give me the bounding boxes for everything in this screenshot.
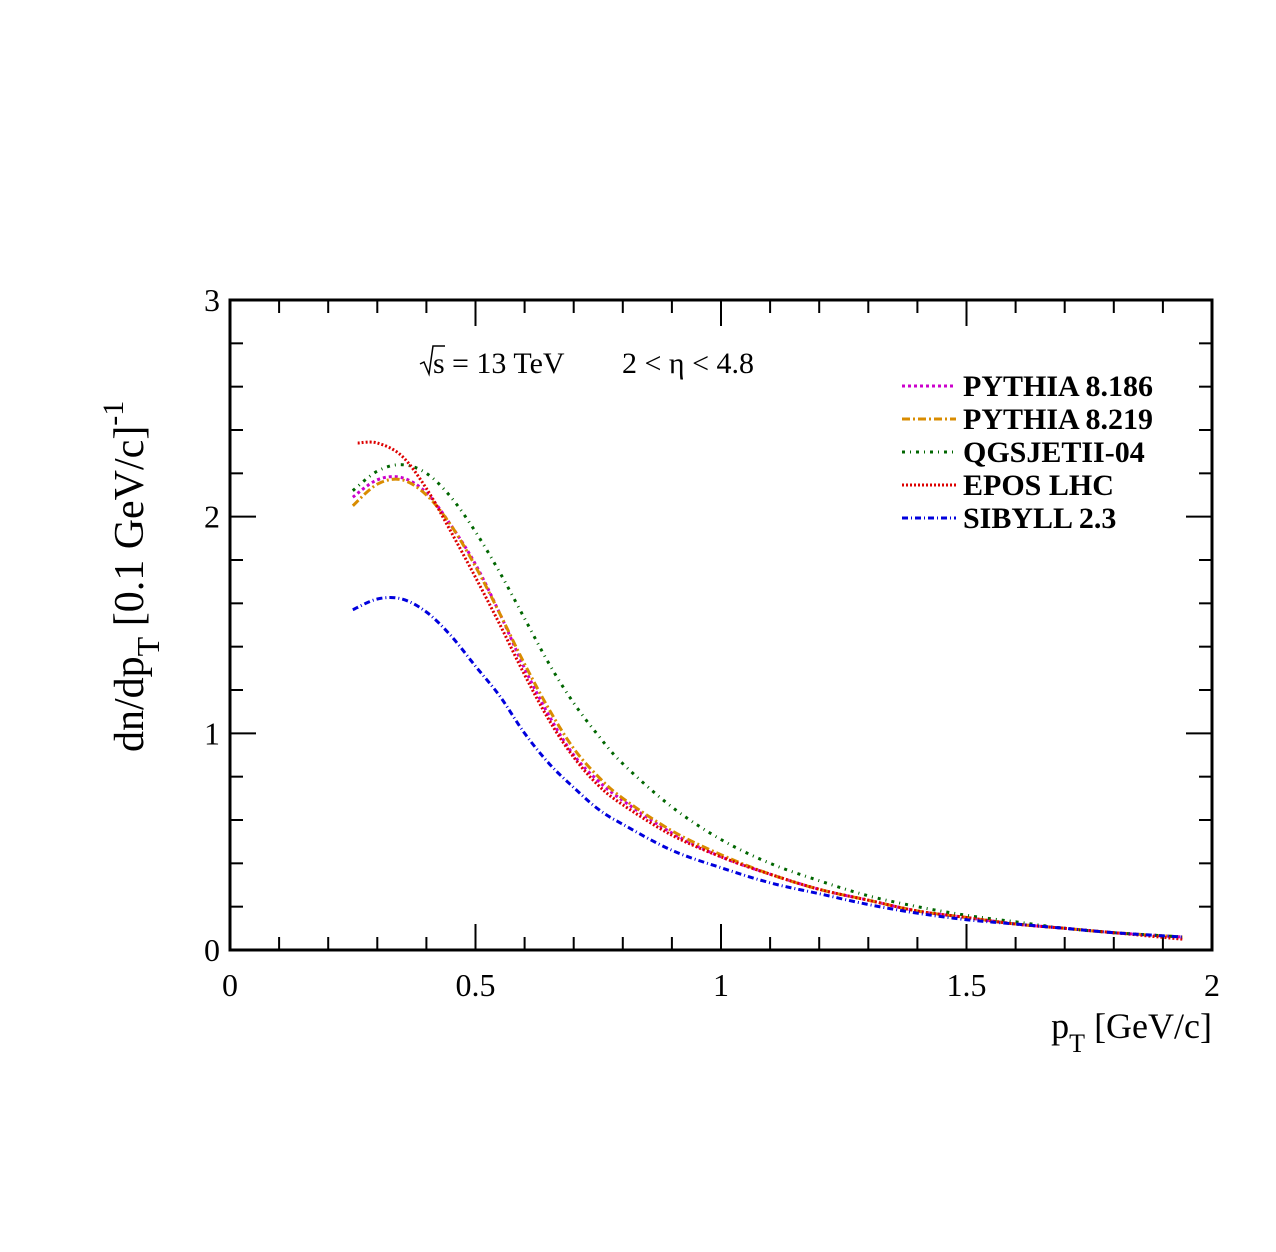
x-tick-label: 2	[1204, 967, 1220, 1003]
series-line-epos-lhc	[357, 440, 1183, 941]
energy-annotation: s = 13 TeV 2 < η < 4.8	[419, 345, 754, 380]
x-tick-label: 1.5	[947, 967, 987, 1003]
energy-label: = 13 TeV	[452, 347, 565, 380]
series-line-sibyll-2-3	[352, 596, 1183, 939]
x-axis-title: pT [GeV/c]	[1051, 1006, 1212, 1058]
legend-label-qgsjetii-04: QGSJETII-04	[963, 436, 1145, 469]
legend-label-pythia-8-186: PYTHIA 8.186	[963, 370, 1153, 403]
y-axis-title-mid: [0.1 GeV/c]	[107, 426, 153, 637]
y-tick-label: 2	[204, 499, 220, 535]
x-axis-title-main: p	[1051, 1006, 1069, 1046]
legend-label-epos-lhc: EPOS LHC	[963, 469, 1114, 502]
eta-range-label: 2 < η < 4.8	[622, 347, 754, 380]
x-axis-title-rest: [GeV/c]	[1085, 1006, 1212, 1046]
axis-ticks	[229, 299, 1213, 951]
x-tick-label: 0.5	[456, 967, 496, 1003]
y-axis-title-sup: -1	[97, 401, 130, 426]
series-line-qgsjetii-04	[351, 463, 1183, 939]
y-tick-label: 0	[204, 932, 220, 968]
tick-labels: 0 0.5 1 1.5 2 0 1 2 3	[204, 282, 1220, 1003]
sqrt-sign	[419, 345, 445, 377]
series-group	[351, 440, 1183, 941]
x-tick-label: 0	[222, 967, 238, 1003]
legend-label-sibyll-2-3: SIBYLL 2.3	[963, 502, 1116, 535]
y-axis-title-sub: T	[130, 636, 166, 656]
y-axis-title: dn/dpT [0.1 GeV/c]-1	[97, 401, 166, 752]
y-tick-label: 3	[204, 282, 220, 318]
x-axis-title-sub: T	[1069, 1029, 1085, 1058]
y-axis-title-pre: dn/dp	[107, 656, 153, 752]
sqrt-argument: s	[433, 347, 445, 380]
x-tick-label: 1	[713, 967, 729, 1003]
plot-frame	[228, 298, 1214, 952]
legend-label-pythia-8-219: PYTHIA 8.219	[963, 403, 1153, 436]
y-tick-label: 1	[204, 715, 220, 751]
